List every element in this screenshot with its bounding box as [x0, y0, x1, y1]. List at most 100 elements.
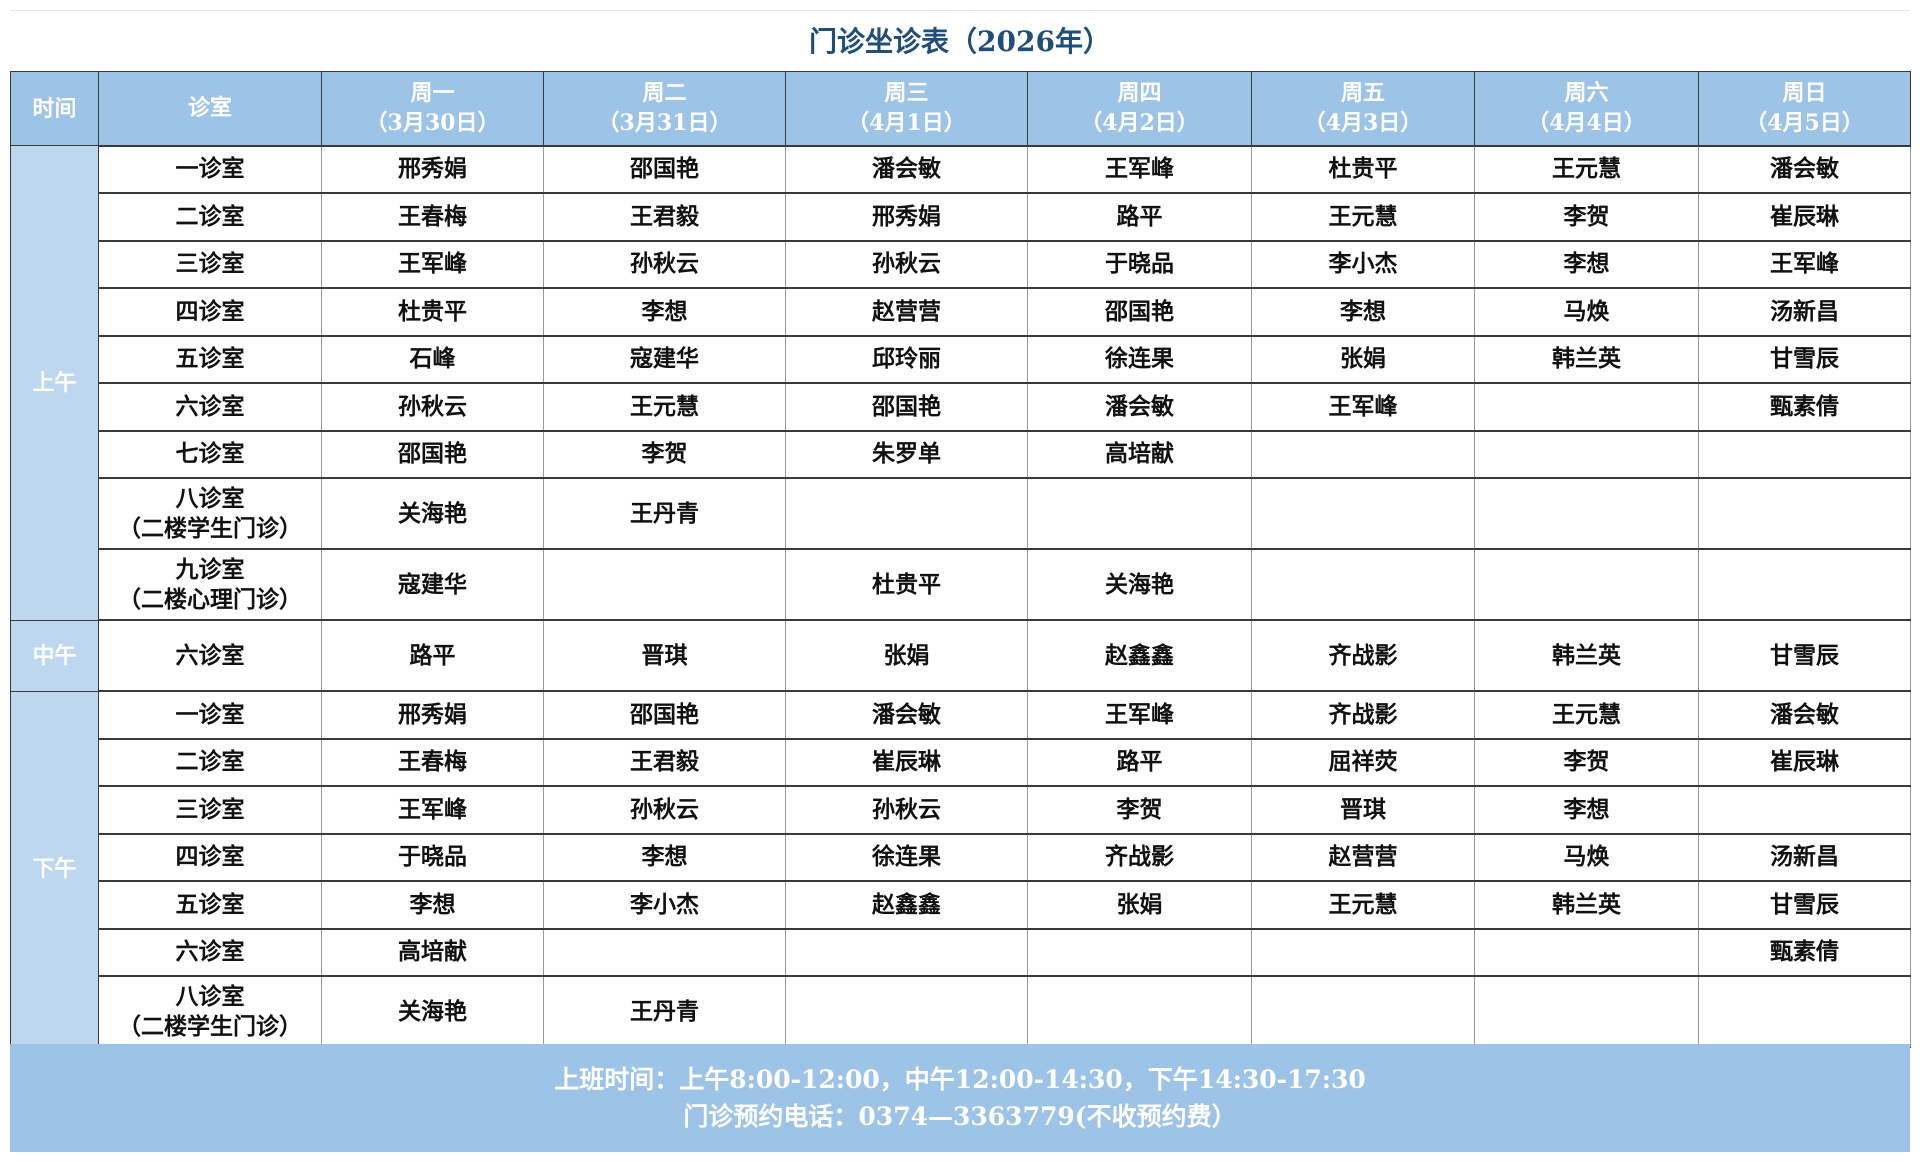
doctor-cell: 于晓品	[321, 832, 544, 882]
room-name: 六诊室	[98, 927, 322, 977]
room-name: 九诊室 （二楼心理门诊）	[98, 548, 322, 621]
doctor-cell: 李贺	[1474, 192, 1699, 241]
doctor-cell: 王元慧	[1474, 144, 1699, 194]
doctor-cell: 孙秋云	[785, 239, 1028, 289]
day-name: 周六	[1564, 80, 1609, 107]
doctor-cell: 李想	[543, 287, 786, 336]
table-row: 下午 一诊室 邢秀娟 邵国艳 潘会敏 王军峰 齐战影 王元慧 潘会敏	[10, 690, 1911, 1048]
room-name: 七诊室	[98, 429, 322, 479]
doctor-cell	[1251, 548, 1475, 621]
table-row: 上午 一诊室 邢秀娟 邵国艳 潘会敏 王军峰 杜贵平 王元慧 潘会敏	[10, 144, 1911, 621]
doctor-cell: 甄素倩	[1698, 382, 1911, 431]
doctor-cell: 甘雪辰	[1698, 880, 1911, 929]
room-name-line: 九诊室	[175, 555, 245, 583]
day-name: 周四	[1117, 80, 1162, 107]
room-name: 四诊室	[98, 832, 322, 882]
doctor-cell: 邵国艳	[543, 144, 786, 194]
doctor-cell: 寇建华	[543, 334, 786, 384]
doctor-cell: 崔辰琳	[1698, 192, 1911, 241]
doctor-cell: 杜贵平	[321, 287, 544, 336]
room-name-line: 二诊室	[175, 202, 245, 230]
room-name: 四诊室	[98, 287, 322, 336]
doctor-cell	[543, 927, 786, 977]
doctor-cell	[1698, 429, 1911, 479]
doctor-cell: 王元慧	[1474, 690, 1699, 739]
doctor-cell: 王丹青	[543, 975, 786, 1048]
day-name: 周三	[884, 80, 929, 107]
doctor-cell: 邵国艳	[785, 382, 1028, 431]
doctor-cell	[1474, 548, 1699, 621]
doctor-cell: 邵国艳	[321, 429, 544, 479]
day-name: 周日	[1782, 80, 1827, 107]
doctor-cell: 李想	[1474, 239, 1699, 289]
doctor-cell: 汤新昌	[1698, 287, 1911, 336]
doctor-cell: 寇建华	[321, 548, 544, 621]
period-label: 中午	[10, 619, 99, 692]
doctor-cell	[1698, 477, 1911, 550]
table-row: 二诊室 王春梅 王君毅 崔辰琳 路平 屈祥荧 李贺 崔辰琳	[11, 737, 1911, 787]
doctor-cell: 赵营营	[785, 287, 1028, 336]
doctor-cell: 徐连果	[785, 832, 1028, 882]
day-date: （3月30日）	[365, 110, 500, 137]
doctor-cell: 朱罗单	[785, 429, 1028, 479]
room-name-line: （二楼心理门诊）	[118, 585, 302, 613]
doctor-cell: 邢秀娟	[321, 144, 544, 194]
doctor-cell: 赵鑫鑫	[785, 880, 1028, 929]
doctor-cell	[1474, 382, 1699, 431]
doctor-cell: 王军峰	[321, 785, 544, 834]
doctor-cell: 李贺	[543, 429, 786, 479]
doctor-cell: 王军峰	[1251, 382, 1475, 431]
room-name: 二诊室	[98, 192, 322, 241]
doctor-cell: 关海艳	[321, 975, 544, 1048]
room-name-line: 五诊室	[175, 890, 245, 918]
doctor-cell: 王丹青	[543, 477, 786, 550]
doctor-cell: 李想	[321, 880, 544, 929]
room-name-line: 二诊室	[175, 748, 245, 776]
table-row: 九诊室 （二楼心理门诊） 寇建华 杜贵平 关海艳	[11, 548, 1911, 621]
doctor-cell: 路平	[1027, 737, 1252, 787]
room-name: 三诊室	[98, 239, 322, 289]
doctor-cell: 李想	[1474, 785, 1699, 834]
page-title: 门诊坐诊表（2026年）	[10, 10, 1910, 72]
doctor-cell: 王军峰	[321, 239, 544, 289]
doctor-cell	[1251, 477, 1475, 550]
doctor-cell: 韩兰英	[1474, 880, 1699, 929]
room-name-line: 四诊室	[175, 843, 245, 871]
room-name: 八诊室 （二楼学生门诊）	[98, 477, 322, 550]
doctor-cell	[1251, 975, 1475, 1048]
day-date: （4月3日）	[1303, 110, 1423, 137]
table-row: 二诊室 王春梅 王君毅 邢秀娟 路平 王元慧 李贺 崔辰琳	[11, 192, 1911, 241]
doctor-cell: 邵国艳	[1027, 287, 1252, 336]
doctor-cell: 韩兰英	[1474, 334, 1699, 384]
doctor-cell: 杜贵平	[1251, 144, 1475, 194]
doctor-cell: 齐战影	[1251, 619, 1475, 692]
day-date: （4月5日）	[1745, 110, 1864, 137]
doctor-cell	[1251, 927, 1475, 977]
doctor-cell: 潘会敏	[1698, 690, 1911, 739]
doctor-cell: 路平	[321, 619, 544, 692]
room-name: 八诊室 （二楼学生门诊）	[98, 975, 322, 1048]
doctor-cell: 屈祥荧	[1251, 737, 1475, 787]
doctor-cell: 石峰	[321, 334, 544, 384]
period-label: 下午	[10, 690, 99, 1048]
doctor-cell	[1027, 927, 1252, 977]
day-date: （3月31日）	[597, 110, 732, 137]
doctor-cell: 高培献	[321, 927, 544, 977]
doctor-cell: 潘会敏	[785, 144, 1028, 194]
doctor-cell: 马焕	[1474, 287, 1699, 336]
day-name: 周一	[410, 80, 455, 107]
table-row: 六诊室 高培献 甄素倩	[11, 927, 1911, 977]
day-date: （4月4日）	[1527, 110, 1646, 137]
header-room: 诊室	[98, 71, 322, 146]
doctor-cell: 于晓品	[1027, 239, 1252, 289]
doctor-cell: 李想	[543, 832, 786, 882]
doctor-cell: 路平	[1027, 192, 1252, 241]
room-name: 六诊室	[98, 619, 322, 692]
working-hours: 上班时间：上午8:00-12:00，中午12:00-14:30，下午14:30-…	[554, 1065, 1366, 1094]
doctor-cell: 崔辰琳	[1698, 737, 1911, 787]
header-day: 周日 （4月5日）	[1698, 71, 1911, 146]
doctor-cell: 孙秋云	[543, 239, 786, 289]
doctor-cell: 王元慧	[1251, 880, 1475, 929]
doctor-cell: 李贺	[1474, 737, 1699, 787]
room-name: 五诊室	[98, 334, 322, 384]
